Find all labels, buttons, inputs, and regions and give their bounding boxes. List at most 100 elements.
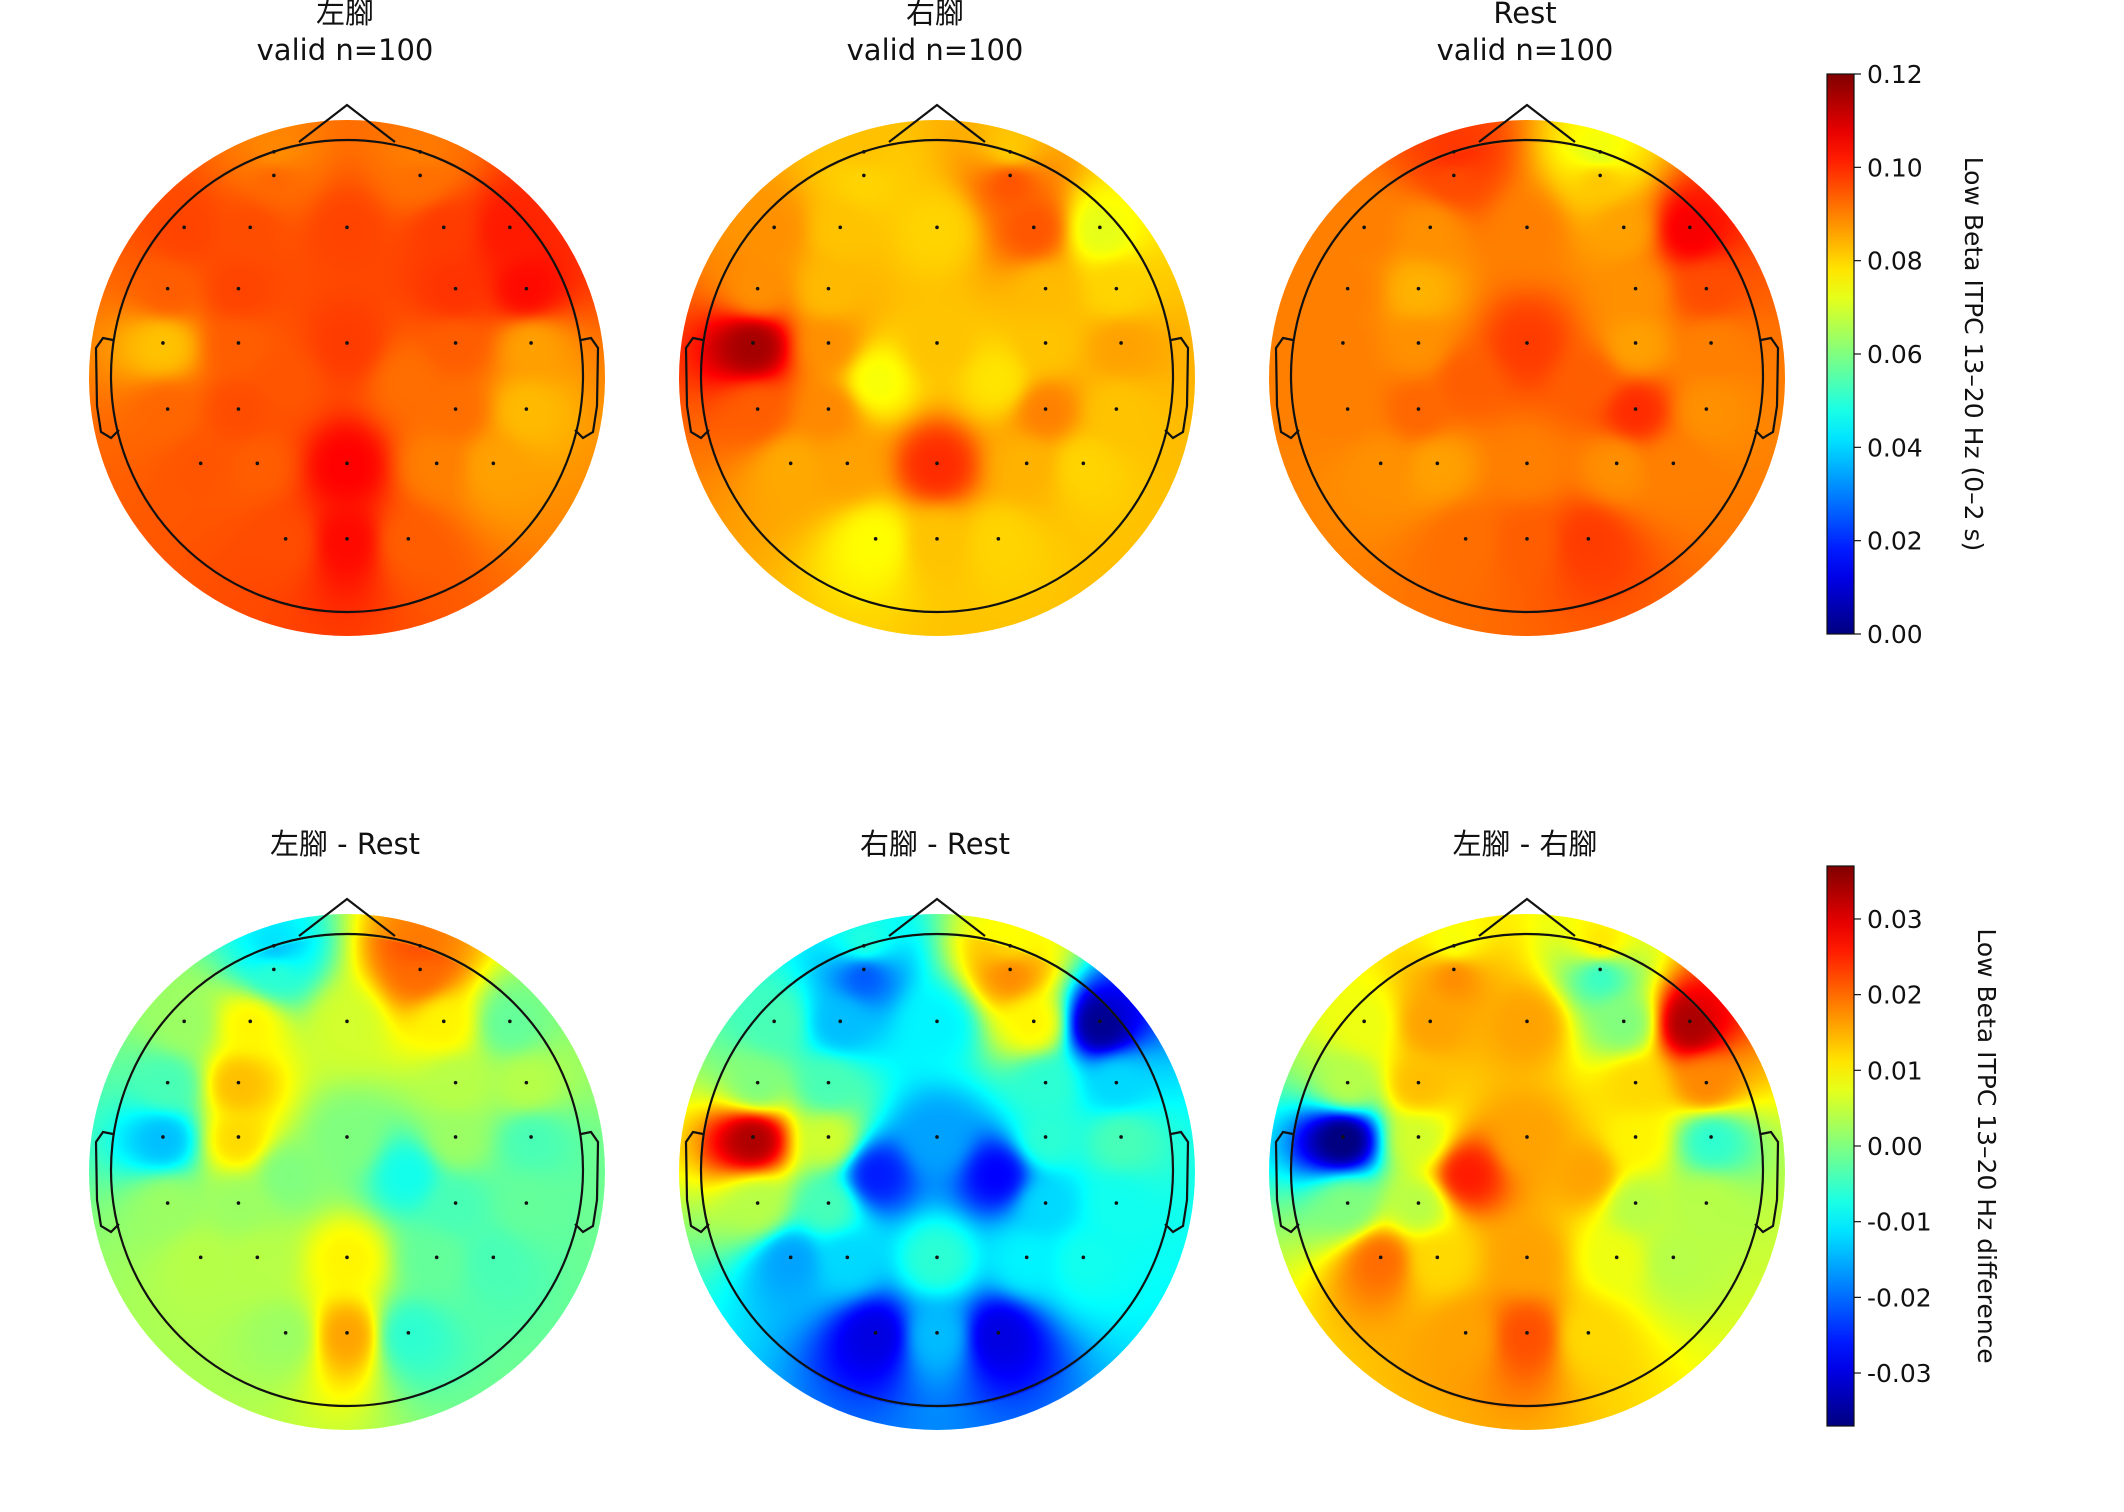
right-ear-outline (1754, 336, 1780, 440)
sensor-dot (165, 286, 170, 291)
sensor-dot (345, 537, 349, 541)
sensor-dot (236, 341, 241, 345)
sensor-dot (418, 944, 422, 948)
colorbar-gradient (1826, 865, 1855, 1427)
sensor-dot (1586, 1331, 1591, 1335)
sensor-dot (491, 1255, 496, 1260)
sensor-dot (1098, 225, 1102, 230)
sensor-dot (1378, 1255, 1383, 1260)
sensor-dot (1341, 341, 1345, 345)
sensor-dot (1024, 1255, 1029, 1260)
sensor-dot (1621, 225, 1626, 230)
sensor-dot (935, 1331, 939, 1335)
left-ear-outline (684, 336, 710, 440)
sensor-dot (236, 1135, 241, 1139)
sensor-dot (1024, 461, 1029, 466)
sensor-dot (1452, 944, 1456, 948)
sensor-dot (1119, 1135, 1123, 1139)
sensor-dot (418, 150, 422, 154)
sensor-dot (255, 1255, 260, 1260)
sensor-dot (1031, 1019, 1036, 1024)
colorbar-tick-label: 0.10 (1867, 153, 1923, 182)
sensor-dot (1098, 1019, 1102, 1024)
sensor-dot (1598, 150, 1602, 154)
right-ear-outline (1164, 336, 1190, 440)
sensor-dot (1709, 1135, 1713, 1139)
colorbar-tick-label: 0.04 (1867, 433, 1923, 462)
sensor-dot (529, 341, 533, 345)
sensor-dot (1633, 407, 1638, 411)
sensor-dot (1463, 537, 1468, 541)
sensor-dot (491, 461, 496, 466)
sensor-dot (345, 1135, 349, 1139)
sensor-dot (845, 461, 850, 466)
colorbar-tick-label: 0.03 (1867, 905, 1923, 934)
sensor-dot (1614, 461, 1619, 466)
nose-outline (298, 897, 396, 937)
sensor-dot (248, 225, 253, 230)
sensor-dot (1345, 286, 1350, 291)
colorbar-tick-label: 0.02 (1867, 981, 1923, 1010)
topomap-heat (1269, 120, 1785, 636)
panel-title: 右腳 (906, 0, 964, 30)
sensor-dot (406, 537, 411, 541)
sensor-dot (236, 1080, 241, 1085)
sensor-dot (1621, 1019, 1626, 1024)
topomap-heat (89, 914, 605, 1430)
sensor-dot (935, 1135, 939, 1139)
sensor-dot (434, 1255, 439, 1260)
sensor-dot (1633, 1201, 1638, 1205)
colorbar-top: 0.12 0.10 0.08 0.06 0.04 0.02 0.00 Low Beta ITP… (1826, 60, 1988, 649)
sensor-dot (1614, 1255, 1619, 1260)
sensor-dot (1114, 1080, 1119, 1085)
sensor-dot (1525, 225, 1529, 230)
right-ear-outline (574, 336, 600, 440)
sensor-dot (236, 407, 241, 411)
colorbar-label: Low Beta ITPC 13–20 Hz difference (1972, 928, 2001, 1363)
colorbar-tick-label: 0.12 (1867, 60, 1923, 89)
sensor-dot (1008, 967, 1012, 972)
sensor-dot (838, 225, 843, 230)
topomap-heat (1269, 914, 1785, 1430)
sensor-dot (345, 1331, 349, 1335)
sensor-dot (1709, 341, 1713, 345)
colorbar-tick-label: 0.06 (1867, 340, 1923, 369)
sensor-dot (1345, 407, 1350, 411)
sensor-dot (935, 341, 939, 345)
head-outline (109, 138, 585, 614)
sensor-dot (755, 1201, 760, 1205)
sensor-dot (1043, 341, 1048, 345)
panel-title: 右腳 - Rest (860, 827, 1010, 861)
panel-subtitle: valid n=100 (1437, 33, 1614, 67)
sensor-dot (161, 1135, 165, 1139)
sensor-dot (1416, 1135, 1421, 1139)
sensor-dot (826, 1201, 831, 1205)
sensor-dot (453, 407, 458, 411)
sensor-dot (1671, 1255, 1676, 1260)
sensor-dot (1586, 537, 1591, 541)
sensor-dot (1345, 1201, 1350, 1205)
nose-outline (888, 897, 986, 937)
sensor-dot (508, 225, 512, 230)
panel-subtitle: valid n=100 (257, 33, 434, 67)
sensor-dot (453, 341, 458, 345)
sensor-dot (406, 1331, 411, 1335)
topomap-heat (679, 120, 1195, 636)
left-ear-outline (1274, 336, 1300, 440)
sensor-dot (935, 537, 939, 541)
sensor-dot (996, 1331, 1001, 1335)
head-outline (699, 932, 1175, 1408)
left-ear-outline (684, 1130, 710, 1234)
sensor-dot (935, 1019, 939, 1024)
sensor-dot (1043, 1135, 1048, 1139)
sensor-dot (1598, 967, 1602, 972)
sensor-dot (345, 1255, 349, 1260)
colorbar-tick-label: 0.00 (1867, 1132, 1923, 1161)
sensor-dot (772, 1019, 776, 1024)
sensor-dot (873, 537, 878, 541)
sensor-dot (1362, 1019, 1366, 1024)
colorbar-bottom: 0.03 0.02 0.01 0.00 -0.01 -0.02 -0.03 Low Beta … (1826, 865, 2001, 1427)
sensor-dot (182, 225, 186, 230)
nose-outline (298, 103, 396, 143)
sensor-dot (1114, 1201, 1119, 1205)
